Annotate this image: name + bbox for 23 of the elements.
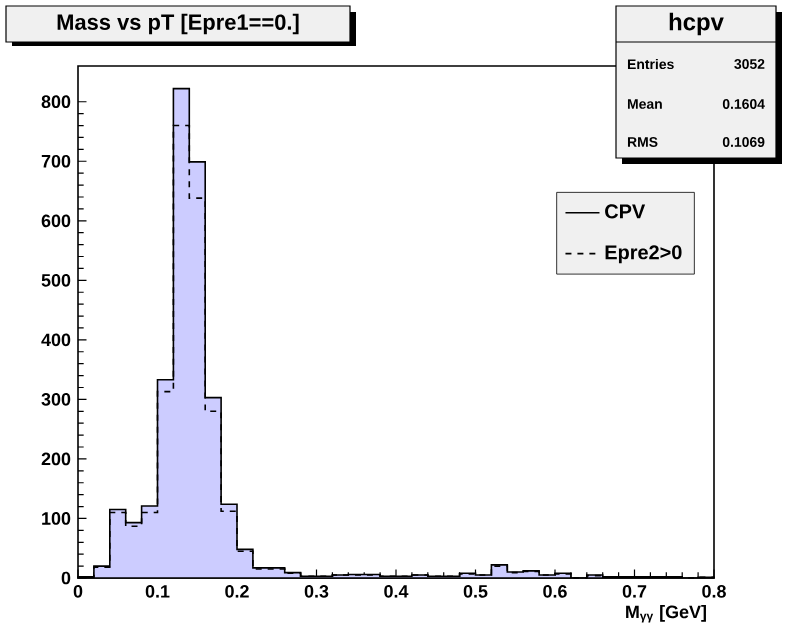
x-tick-label: 0.1 xyxy=(145,585,170,598)
y-tick-label: 700 xyxy=(41,154,71,168)
y-tick-label: 300 xyxy=(41,393,71,406)
y-tick-label: 500 xyxy=(41,273,71,287)
x-tick-label: 0.4 xyxy=(384,585,409,598)
x-tick-label: 0.3 xyxy=(304,585,329,598)
text: hcpv xyxy=(669,12,724,36)
y-tick-label: 100 xyxy=(42,512,71,525)
chart-title: Mass vs pT [Epre1==0.] xyxy=(57,13,299,35)
x-tick-label: 0.7 xyxy=(622,585,647,598)
x-tick-label: 0.6 xyxy=(543,585,567,598)
y-tick-label: 200 xyxy=(41,452,71,466)
y-tick-label: 0 xyxy=(61,571,71,585)
legend-label: Epre2>0 xyxy=(605,245,682,264)
x-tick-label: 0.8 xyxy=(702,585,726,598)
x-axis-title: M$_{γγ}$ [GeV] xyxy=(626,605,706,623)
y-tick-label: 800 xyxy=(41,95,71,109)
legend-label: CPV xyxy=(605,204,646,219)
x-tick-label: 0 xyxy=(73,585,83,598)
x-tick-label: 0.2 xyxy=(225,585,249,598)
y-tick-label: 400 xyxy=(41,333,71,347)
x-tick-label: 0.5 xyxy=(463,585,488,598)
y-tick-label: 600 xyxy=(41,214,71,228)
